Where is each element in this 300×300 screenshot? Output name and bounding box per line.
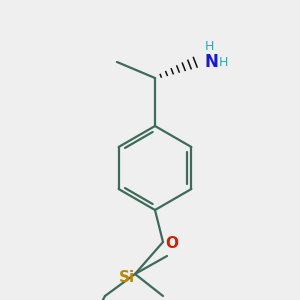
- Text: N: N: [205, 53, 219, 71]
- Text: H: H: [219, 56, 228, 68]
- Text: O: O: [165, 236, 178, 251]
- Text: Si: Si: [119, 271, 135, 286]
- Text: H: H: [205, 40, 214, 53]
